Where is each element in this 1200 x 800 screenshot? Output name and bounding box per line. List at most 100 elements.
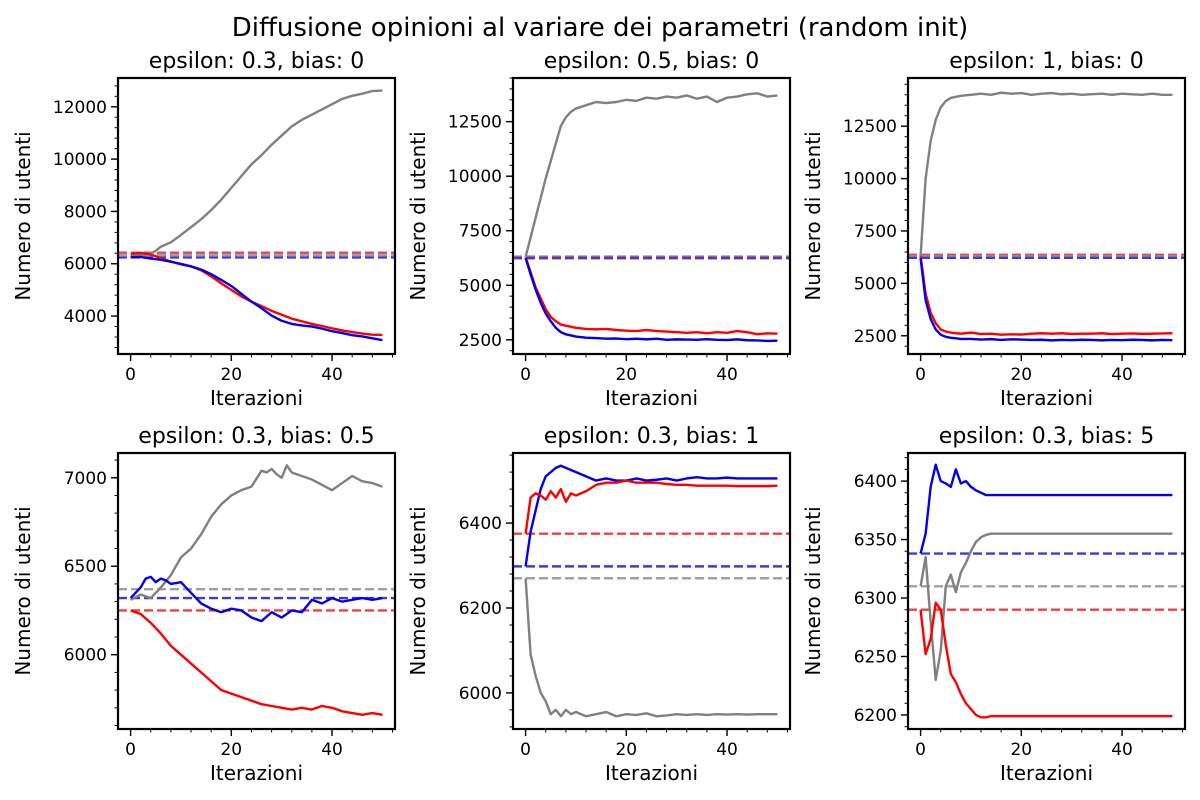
series-line-blue bbox=[524, 464, 778, 567]
x-tick-label: 20 bbox=[220, 365, 242, 385]
y-tick-label: 6400 bbox=[854, 472, 897, 492]
subplot-title: epsilon: 0.3, bias: 0 bbox=[149, 49, 364, 74]
series-line-blue bbox=[130, 255, 383, 342]
series-line-red bbox=[130, 251, 383, 337]
subplot-title: epsilon: 0.3, bias: 5 bbox=[939, 424, 1154, 449]
axes-frame bbox=[906, 76, 1187, 356]
x-tick-label: 20 bbox=[1010, 740, 1032, 760]
series-line-blue bbox=[919, 258, 1173, 342]
y-tick-label: 6500 bbox=[64, 557, 107, 577]
y-tick-label: 12500 bbox=[448, 113, 502, 133]
subplot-grid: epsilon: 0.3, bias: 0 40 0 0 6000 8000 10000 12… bbox=[11, 49, 1187, 785]
y-axis-label: Numero di utenti bbox=[406, 506, 430, 675]
series-line-red bbox=[919, 255, 1173, 336]
y-tick-label: 10000 bbox=[448, 167, 502, 187]
series-line-gray bbox=[919, 91, 1173, 257]
y-tick-label: 6000 bbox=[459, 684, 502, 704]
figure-title: Diffusione opinioni al variare dei param… bbox=[232, 13, 968, 43]
axes-frame bbox=[116, 76, 397, 356]
subplot-title: epsilon: 0.5, bias: 0 bbox=[544, 49, 759, 74]
series-line-blue bbox=[129, 575, 383, 623]
series-line-red bbox=[130, 609, 383, 717]
series-line-gray bbox=[130, 89, 383, 258]
plot-area bbox=[118, 89, 395, 342]
x-tick-label: 0 bbox=[125, 740, 136, 760]
x-tick-label: 20 bbox=[220, 740, 242, 760]
series-line-blue bbox=[524, 257, 778, 343]
y-tick-label: 6000 bbox=[64, 646, 107, 666]
y-tick-label: 6200 bbox=[459, 599, 502, 619]
subplot-4: epsilon: 0.3, bias: 0.5 6000 6500 7000 0 20 40… bbox=[11, 424, 397, 785]
axes-frame bbox=[116, 451, 397, 731]
y-tick-label: 6250 bbox=[854, 647, 897, 667]
y-tick-label: 6200 bbox=[854, 706, 897, 726]
x-tick-label: 0 bbox=[915, 365, 926, 385]
x-tick-label: 40 bbox=[716, 740, 738, 760]
x-tick-label: 20 bbox=[615, 740, 637, 760]
y-tick-label: 10000 bbox=[53, 150, 107, 170]
y-axis-label: Numero di utenti bbox=[11, 131, 35, 300]
series-line-gray bbox=[130, 464, 383, 601]
subplot-title: epsilon: 1, bias: 0 bbox=[949, 49, 1143, 74]
y-tick-label: 12000 bbox=[53, 98, 107, 118]
subplot-title: epsilon: 0.3, bias: 1 bbox=[544, 424, 759, 449]
plot-area bbox=[908, 463, 1185, 719]
y-tick-label: 2500 bbox=[854, 327, 897, 347]
series-line-gray bbox=[524, 92, 778, 258]
y-tick-label: 7500 bbox=[459, 222, 502, 242]
plot-area bbox=[513, 464, 790, 718]
x-axis-label: Iterazioni bbox=[210, 386, 303, 410]
x-tick-label: 0 bbox=[520, 365, 531, 385]
y-tick-label: 7000 bbox=[64, 469, 107, 489]
subplot-6: epsilon: 0.3, bias: 5 6200 6250 6300 6350 640… bbox=[801, 424, 1187, 785]
subplot-5: epsilon: 0.3, bias: 1 6000 6200 6400 0 20 40 It… bbox=[406, 424, 792, 785]
y-tick-label: 6300 bbox=[854, 589, 897, 609]
y-tick-label: 6350 bbox=[854, 531, 897, 551]
y-tick-label: 5000 bbox=[459, 276, 502, 296]
axes-frame bbox=[511, 76, 792, 356]
y-tick-label: 2500 bbox=[459, 331, 502, 351]
y-tick-label: 6000 bbox=[64, 255, 107, 275]
x-tick-label: 0 bbox=[520, 740, 531, 760]
series-line-blue bbox=[919, 463, 1173, 554]
x-tick-label: 40 bbox=[321, 365, 343, 385]
axes-frame bbox=[511, 451, 792, 731]
series-line-gray bbox=[524, 578, 778, 718]
x-axis-label: Iterazioni bbox=[210, 761, 303, 785]
x-tick-label: 20 bbox=[1010, 365, 1032, 385]
x-tick-label: 20 bbox=[615, 365, 637, 385]
x-axis-label: Iterazioni bbox=[605, 761, 698, 785]
x-axis-label: Iterazioni bbox=[1000, 386, 1093, 410]
x-tick-label: 40 bbox=[321, 740, 343, 760]
y-axis-label: Numero di utenti bbox=[801, 131, 825, 300]
x-tick-label: 40 bbox=[1111, 365, 1133, 385]
x-tick-label: 0 bbox=[125, 365, 136, 385]
plot-area bbox=[118, 464, 395, 717]
x-tick-label: 40 bbox=[716, 365, 738, 385]
y-axis-label: Numero di utenti bbox=[11, 506, 35, 675]
axes-frame bbox=[906, 451, 1187, 731]
y-tick-label: 6400 bbox=[459, 514, 502, 534]
y-tick-label: 10000 bbox=[843, 170, 897, 190]
x-tick-label: 0 bbox=[915, 740, 926, 760]
series-line-gray bbox=[919, 532, 1173, 682]
subplot-3: epsilon: 1, bias: 0 2500 5000 7500 10000 1250… bbox=[801, 49, 1187, 410]
series-line-red bbox=[524, 256, 778, 336]
y-tick-label: 7500 bbox=[854, 222, 897, 242]
x-axis-label: Iterazioni bbox=[1000, 761, 1093, 785]
x-axis-label: Iterazioni bbox=[605, 386, 698, 410]
y-tick-label: 12500 bbox=[843, 117, 897, 137]
subplot-2: epsilon: 0.5, bias: 0 2500 5000 7500 10000 12… bbox=[406, 49, 792, 410]
series-line-red bbox=[919, 601, 1173, 719]
subplot-title: epsilon: 0.3, bias: 0.5 bbox=[138, 424, 374, 449]
y-tick-label: 8000 bbox=[64, 202, 107, 222]
series-line-red bbox=[524, 479, 778, 534]
x-tick-label: 40 bbox=[1111, 740, 1133, 760]
y-axis-label: Numero di utenti bbox=[801, 506, 825, 675]
plot-area bbox=[513, 92, 790, 343]
plot-area bbox=[908, 91, 1185, 342]
subplot-1: epsilon: 0.3, bias: 0 4000 6000 8000 10000 12… bbox=[11, 49, 397, 410]
y-axis-label: Numero di utenti bbox=[406, 131, 430, 300]
y-tick-label: 5000 bbox=[854, 274, 897, 294]
